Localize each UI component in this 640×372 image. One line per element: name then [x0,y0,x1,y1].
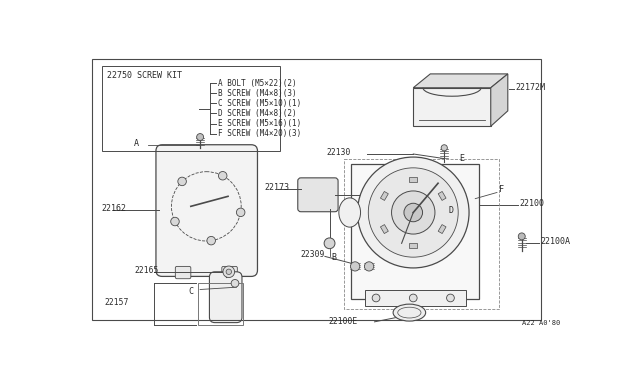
Text: B SCREW (M4×8)(3): B SCREW (M4×8)(3) [218,89,296,97]
Circle shape [410,294,417,302]
Text: 22157: 22157 [105,298,129,307]
Text: C: C [189,286,193,295]
Text: D: D [448,206,453,215]
FancyBboxPatch shape [209,272,242,323]
Text: 22172M: 22172M [516,83,545,92]
Text: 22309: 22309 [301,250,325,259]
Bar [365,289,466,307]
Bar [438,192,446,201]
Bar [102,66,280,151]
Circle shape [441,145,447,151]
Text: D SCREW (M4×8)(2): D SCREW (M4×8)(2) [218,109,296,118]
Bar [410,177,417,182]
Text: A BOLT (M5×22)(2): A BOLT (M5×22)(2) [218,78,296,88]
Text: B: B [332,253,337,262]
Circle shape [236,208,245,217]
Bar [413,88,491,126]
FancyBboxPatch shape [175,266,191,279]
Circle shape [392,191,435,234]
Text: F SCREW (M4×20)(3): F SCREW (M4×20)(3) [218,129,301,138]
Bar [344,158,499,309]
Text: E: E [460,154,465,163]
FancyBboxPatch shape [298,178,338,212]
Text: F: F [499,185,504,194]
Text: 22100A: 22100A [540,237,570,246]
Bar [410,243,417,248]
Circle shape [231,279,239,287]
Polygon shape [491,74,508,126]
Text: 22162: 22162 [102,204,127,213]
Circle shape [178,177,186,186]
FancyBboxPatch shape [222,266,237,279]
Text: 22165: 22165 [134,266,159,275]
Bar [380,225,388,234]
Ellipse shape [393,304,426,321]
FancyBboxPatch shape [359,186,379,204]
Circle shape [351,262,360,271]
Circle shape [324,238,335,249]
Text: 22173: 22173 [264,183,289,192]
Circle shape [372,294,380,302]
Circle shape [171,217,179,226]
Bar [438,225,446,234]
Text: 22100: 22100 [520,199,545,208]
Text: 22100E: 22100E [328,317,357,326]
Circle shape [364,262,374,271]
Polygon shape [413,74,508,88]
Circle shape [404,203,422,222]
Circle shape [447,294,454,302]
Circle shape [196,134,204,141]
FancyBboxPatch shape [156,145,257,276]
Circle shape [518,233,525,240]
Circle shape [207,237,216,245]
Text: 22130: 22130 [326,148,351,157]
Circle shape [226,269,232,275]
Circle shape [358,157,469,268]
Text: A22 A0'80: A22 A0'80 [522,320,560,326]
Text: E SCREW (M5×16)(1): E SCREW (M5×16)(1) [218,119,301,128]
Text: 22750 SCREW KIT: 22750 SCREW KIT [107,71,182,80]
Circle shape [218,171,227,180]
Ellipse shape [339,198,360,227]
Circle shape [223,266,235,278]
Text: A: A [134,139,139,148]
Bar [351,164,479,299]
Bar [380,192,388,201]
Text: C SCREW (M5×10)(1): C SCREW (M5×10)(1) [218,99,301,108]
Circle shape [368,168,458,257]
Bar [198,283,243,325]
